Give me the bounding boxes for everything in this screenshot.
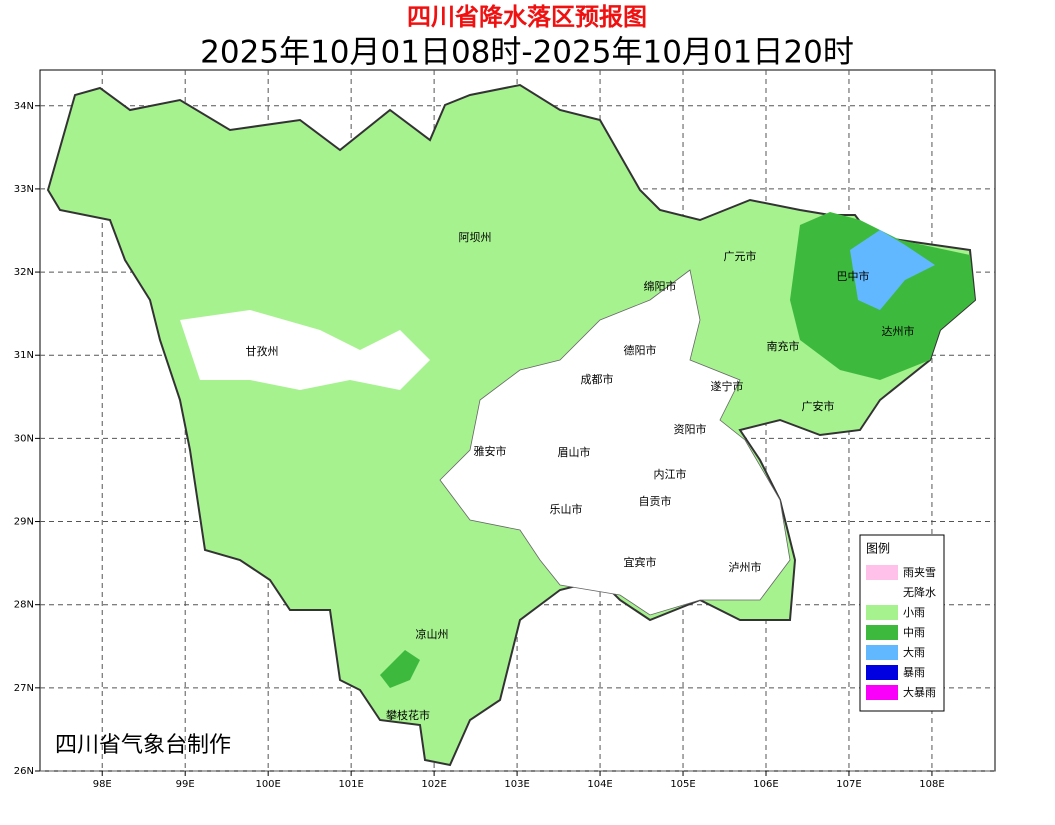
- city-label: 自贡市: [639, 494, 672, 508]
- legend-label: 大暴雨: [903, 685, 936, 699]
- y-tick-label: 34N: [14, 101, 34, 112]
- city-label: 广元市: [724, 249, 757, 263]
- city-label: 眉山市: [558, 445, 591, 459]
- x-tick-label: 108E: [919, 779, 944, 790]
- heavy-rain: [850, 230, 935, 310]
- city-label: 攀枝花市: [386, 708, 430, 722]
- city-label: 达州市: [882, 324, 915, 338]
- x-tick-label: 98E: [93, 779, 112, 790]
- y-tick-label: 27N: [14, 683, 34, 694]
- city-label: 阿坝州: [459, 230, 492, 244]
- legend-swatch: [866, 565, 898, 580]
- no-rain-west: [180, 310, 430, 390]
- city-label: 广安市: [802, 399, 835, 413]
- city-label: 巴中市: [837, 269, 870, 283]
- x-tick-label: 103E: [504, 779, 529, 790]
- city-label: 资阳市: [674, 422, 707, 436]
- y-tick-label: 26N: [14, 766, 34, 777]
- city-label: 遂宁市: [711, 379, 744, 393]
- x-tick-label: 106E: [753, 779, 778, 790]
- x-tick-label: 104E: [587, 779, 612, 790]
- x-tick-label: 99E: [176, 779, 195, 790]
- legend-label: 无降水: [903, 585, 936, 599]
- city-label: 凉山州: [416, 627, 449, 641]
- legend-box: [859, 534, 945, 712]
- city-label: 甘孜州: [246, 344, 279, 358]
- city-label: 宜宾市: [624, 555, 657, 569]
- legend-label: 暴雨: [903, 666, 925, 679]
- credit: 四川省气象台制作: [55, 733, 231, 758]
- city-label: 雅安市: [474, 444, 507, 458]
- y-tick-label: 31N: [14, 350, 34, 361]
- city-label: 成都市: [581, 372, 614, 386]
- city-label: 泸州市: [729, 560, 762, 574]
- city-label: 南充市: [767, 339, 800, 353]
- y-tick-label: 28N: [14, 600, 34, 611]
- subtitle: 2025年10月01日08时-2025年10月01日20时: [200, 35, 854, 71]
- legend-swatch: [866, 605, 898, 620]
- city-label: 乐山市: [550, 502, 583, 516]
- y-tick-label: 32N: [14, 267, 34, 278]
- legend-swatch: [866, 685, 898, 700]
- legend-swatch: [866, 645, 898, 660]
- legend-label: 雨夹雪: [903, 566, 936, 579]
- legend-label: 中雨: [903, 626, 925, 639]
- x-tick-label: 105E: [670, 779, 695, 790]
- x-tick-label: 100E: [255, 779, 280, 790]
- legend-title: 图例: [866, 542, 890, 556]
- no-rain-basin: [439, 269, 791, 616]
- legend-label: 大雨: [903, 645, 925, 659]
- legend-swatch: [866, 665, 898, 680]
- x-tick-label: 102E: [421, 779, 446, 790]
- city-label: 德阳市: [624, 343, 657, 357]
- y-tick-label: 30N: [14, 433, 34, 444]
- city-label: 绵阳市: [644, 279, 677, 293]
- legend-swatch: [866, 625, 898, 640]
- city-label: 内江市: [654, 467, 687, 481]
- legend-swatch: [866, 585, 898, 600]
- moderate-rain-sw: [380, 650, 420, 688]
- x-tick-label: 101E: [338, 779, 363, 790]
- y-tick-label: 29N: [14, 517, 34, 528]
- legend-label: 小雨: [903, 606, 925, 619]
- x-tick-label: 107E: [836, 779, 861, 790]
- y-tick-label: 33N: [14, 184, 34, 195]
- title: 四川省降水落区预报图: [407, 3, 647, 31]
